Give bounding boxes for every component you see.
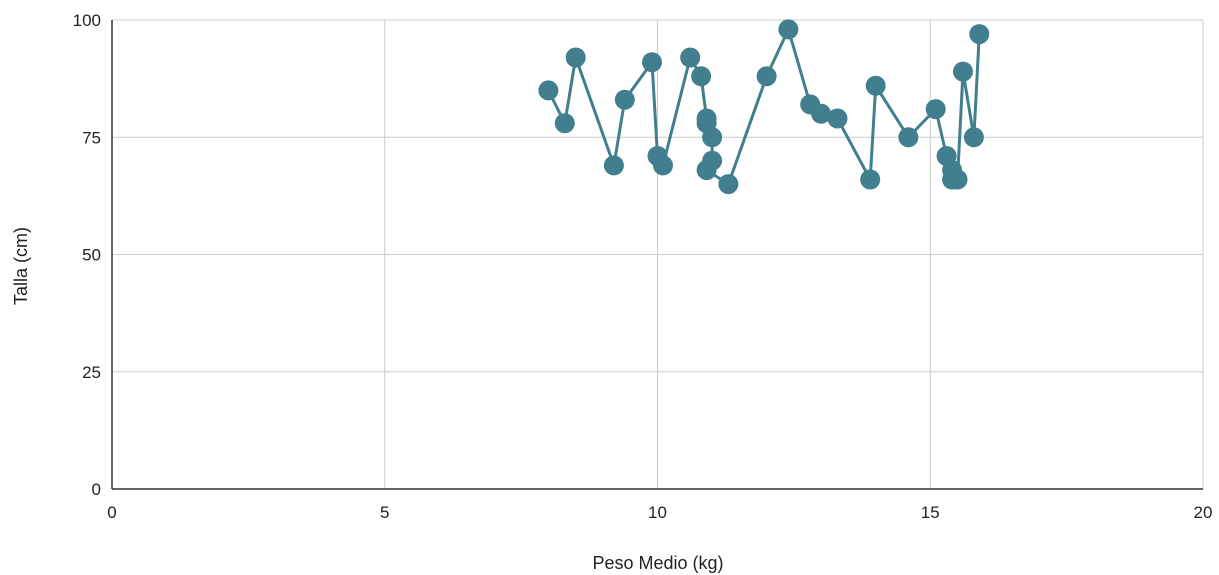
data-point [963, 127, 984, 148]
data-point [691, 66, 712, 87]
data-point [969, 24, 990, 45]
data-point [680, 47, 701, 68]
data-point [860, 169, 881, 190]
data-point [827, 108, 848, 129]
y-tick-label: 50 [82, 246, 101, 265]
data-point [778, 19, 799, 40]
data-point [925, 99, 946, 120]
y-tick-label: 100 [73, 11, 101, 30]
x-tick-label: 15 [921, 503, 940, 522]
y-tick-label: 75 [82, 128, 101, 147]
data-point [947, 169, 968, 190]
data-point [756, 66, 777, 87]
x-tick-label: 20 [1194, 503, 1213, 522]
data-point [642, 52, 662, 73]
data-point [953, 61, 973, 82]
gridlines [111, 19, 1204, 489]
data-point [565, 47, 586, 68]
y-axis-title: Talla (cm) [11, 227, 31, 305]
data-point [696, 160, 717, 181]
data-point [811, 103, 832, 124]
series-layer [538, 19, 990, 195]
data-point [554, 113, 575, 134]
data-point [538, 80, 559, 101]
x-tick-label: 10 [648, 503, 667, 522]
tick-labels: 0 5 10 15 20 0 25 50 75 100 [73, 11, 1213, 522]
y-tick-label: 0 [92, 480, 101, 499]
data-point [614, 89, 635, 110]
data-point [653, 155, 673, 176]
x-axis-title: Peso Medio (kg) [592, 553, 723, 573]
data-point [702, 127, 723, 148]
x-tick-label: 5 [380, 503, 389, 522]
y-tick-label: 25 [82, 363, 101, 382]
x-tick-label: 0 [107, 503, 116, 522]
axes [111, 20, 1203, 490]
data-point [865, 75, 886, 96]
data-point [898, 127, 919, 148]
data-point [718, 174, 739, 195]
data-point [603, 155, 624, 176]
